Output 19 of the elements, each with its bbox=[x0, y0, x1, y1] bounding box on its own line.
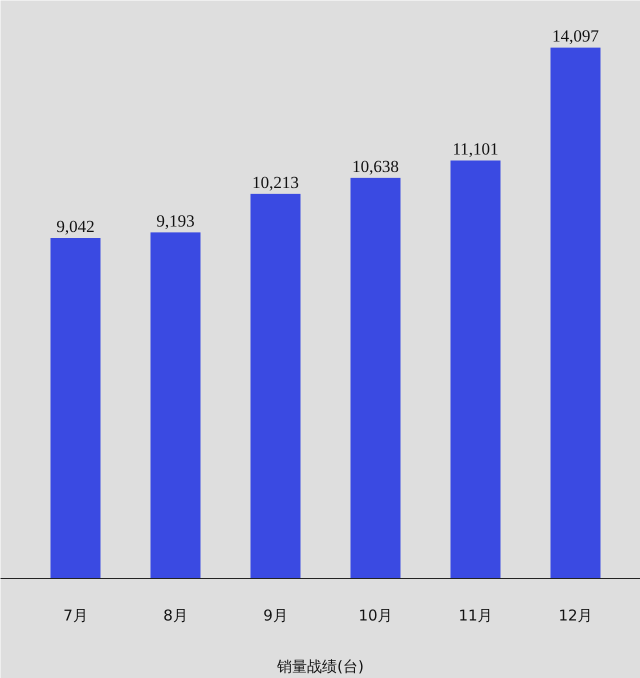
data-label: 14,097 bbox=[552, 26, 600, 46]
data-label: 10,213 bbox=[252, 172, 299, 192]
data-label: 10,638 bbox=[352, 156, 399, 176]
bar bbox=[450, 160, 500, 578]
x-axis-title: 销量战绩(台) bbox=[276, 658, 364, 676]
x-tick-label: 12月 bbox=[558, 606, 593, 624]
x-tick-label: 10月 bbox=[358, 606, 393, 624]
data-label: 11,101 bbox=[452, 139, 499, 158]
bar bbox=[150, 232, 200, 578]
x-tick-label: 11月 bbox=[458, 606, 493, 624]
bar bbox=[50, 238, 100, 578]
x-tick-label: 8月 bbox=[163, 606, 188, 624]
bar bbox=[550, 48, 600, 578]
bar bbox=[250, 194, 300, 578]
bar bbox=[350, 178, 400, 578]
x-tick-label: 9月 bbox=[263, 606, 288, 624]
x-tick-label: 7月 bbox=[63, 606, 88, 624]
data-label: 9,042 bbox=[56, 217, 95, 236]
data-label: 9,193 bbox=[156, 211, 195, 230]
